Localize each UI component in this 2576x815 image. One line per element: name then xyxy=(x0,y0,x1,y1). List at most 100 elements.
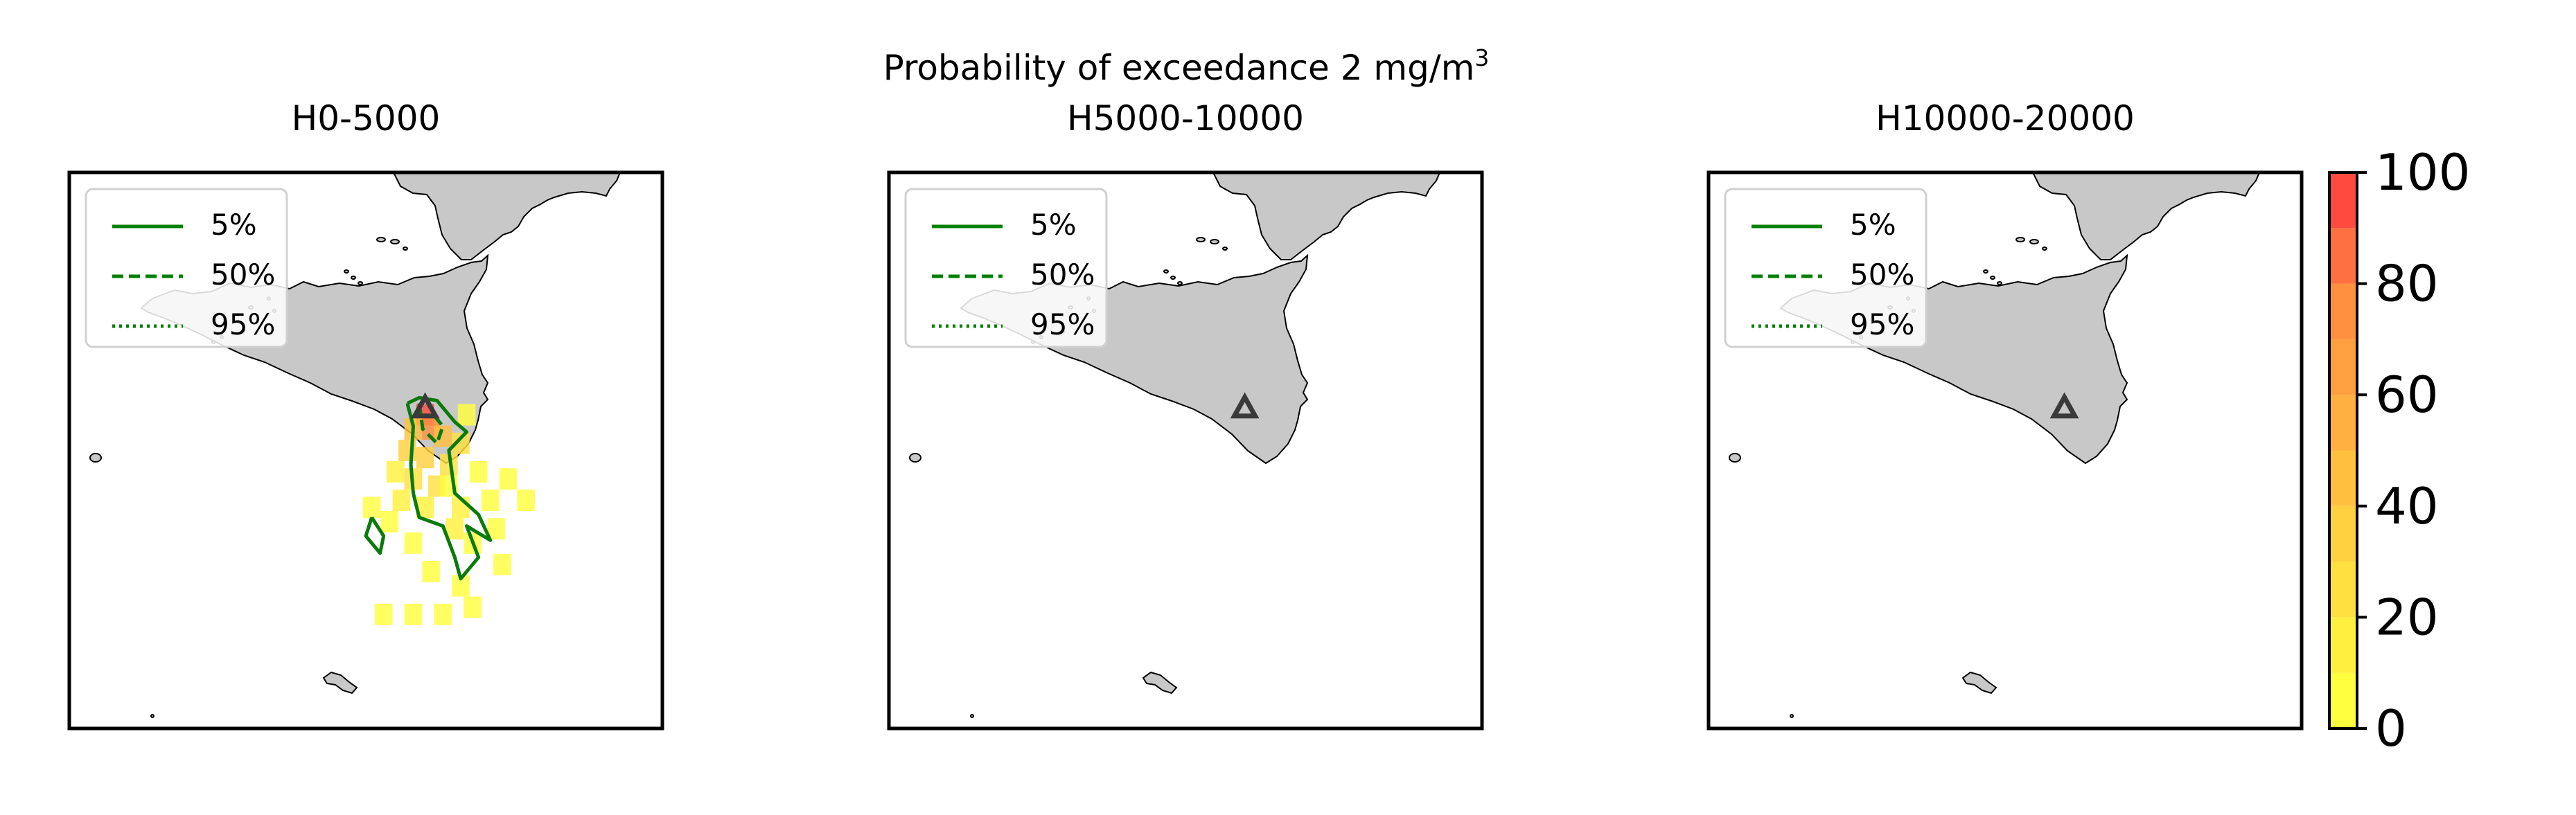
colorbar-band xyxy=(2329,672,2357,728)
vent-marker xyxy=(410,392,440,419)
probability-cells xyxy=(362,404,535,625)
colorbar-tick-label: 20 xyxy=(2375,588,2439,646)
colorbar-band xyxy=(2329,339,2357,395)
probability-cell xyxy=(469,460,488,483)
legend: 5% 50% 95% xyxy=(1724,188,1927,348)
colorbar-tick-label: 80 xyxy=(2375,255,2439,313)
vent-triangle-icon xyxy=(2049,392,2079,419)
colorbar-band xyxy=(2329,395,2357,451)
contour-lines xyxy=(364,395,493,581)
colorbar: 0 20 40 60 80 100 xyxy=(2328,143,2470,758)
probability-cell xyxy=(392,490,411,512)
islet xyxy=(1163,269,1169,274)
probability-cell xyxy=(362,496,381,519)
colorbar-tick-label: 0 xyxy=(2375,699,2407,758)
malta-landmass xyxy=(1961,671,1997,695)
islet xyxy=(2042,247,2047,251)
malta-landmass xyxy=(1142,671,1178,695)
map-panel-1: 5% 50% 95% xyxy=(67,170,664,731)
probability-cell xyxy=(493,553,511,575)
map-panel-3: 5% 50% 95% xyxy=(1706,170,2304,731)
malta-landmass xyxy=(322,671,358,695)
islet xyxy=(1196,237,1206,242)
panel-title-3: H10000-20000 xyxy=(1876,98,2135,138)
map-frame xyxy=(887,170,1484,731)
islet xyxy=(1170,276,1176,280)
suptitle-superscript: 3 xyxy=(1474,44,1489,71)
map-panel-2: 5% 50% 95% xyxy=(887,170,1484,731)
probability-cell xyxy=(445,518,464,540)
probability-cell xyxy=(457,404,476,426)
probability-cell xyxy=(434,425,452,447)
islet xyxy=(1990,276,1995,280)
probability-cell xyxy=(422,561,440,582)
islet xyxy=(1222,247,1228,251)
colorbar-band xyxy=(2329,450,2357,506)
probability-cell xyxy=(434,603,452,625)
colorbar-tick-label: 40 xyxy=(2375,477,2439,535)
probability-cell xyxy=(487,518,506,540)
probability-cell xyxy=(380,511,399,532)
legend: 5% 50% 95% xyxy=(904,188,1108,348)
legend-label-2: 50% xyxy=(211,258,275,292)
legend-box xyxy=(904,188,1108,348)
probability-cell xyxy=(499,468,518,490)
legend-label-1: 5% xyxy=(1850,208,1896,242)
islet xyxy=(150,714,155,718)
calabria-landmass xyxy=(2031,172,2261,260)
legend-box xyxy=(85,188,288,348)
islet xyxy=(2015,237,2025,242)
islet xyxy=(344,269,349,274)
islet xyxy=(1983,269,1988,274)
islet xyxy=(1177,281,1183,285)
probability-cell xyxy=(464,596,482,618)
colorbar-band xyxy=(2329,228,2357,284)
islet xyxy=(909,453,921,463)
legend-box xyxy=(1724,188,1927,348)
vent-triangle-icon xyxy=(410,392,440,419)
vent-marker xyxy=(1230,392,1260,419)
islet xyxy=(1210,239,1219,244)
islet xyxy=(390,239,400,244)
colorbar-band xyxy=(2329,172,2357,229)
legend-label-1: 5% xyxy=(211,208,257,242)
islet xyxy=(89,453,102,463)
probability-cell xyxy=(416,447,434,469)
calabria-landmass xyxy=(392,172,621,260)
probability-cell xyxy=(404,532,423,554)
probability-cell xyxy=(374,603,393,625)
map-frame xyxy=(1706,170,2304,731)
contour-line xyxy=(417,403,445,445)
probability-cell xyxy=(404,603,423,625)
calabria-landmass xyxy=(1212,172,1441,260)
colorbar-band xyxy=(2329,617,2357,673)
islet xyxy=(970,714,974,718)
panel-title-1: H0-5000 xyxy=(292,98,441,138)
legend-label-3: 95% xyxy=(211,307,275,341)
panel-title-2: H5000-10000 xyxy=(1067,98,1304,138)
colorbar-band xyxy=(2329,505,2357,562)
islet xyxy=(376,237,386,242)
colorbar-tick-label: 60 xyxy=(2375,366,2439,424)
legend-label-2: 50% xyxy=(1850,258,1914,292)
vent-triangle-icon xyxy=(1230,392,1260,419)
legend-label-2: 50% xyxy=(1030,258,1095,292)
colorbar-band xyxy=(2329,562,2357,618)
figure-suptitle: Probability of exceedance 2 mg/m3 xyxy=(883,44,1490,88)
colorbar-frame xyxy=(2328,171,2358,730)
colorbar-tick-label: 100 xyxy=(2375,143,2470,201)
islet xyxy=(351,276,356,280)
islet xyxy=(1790,714,1794,718)
probability-cell xyxy=(517,490,535,512)
islet xyxy=(1997,281,2002,285)
islet xyxy=(358,281,363,285)
map-frame xyxy=(67,170,664,731)
legend-label-3: 95% xyxy=(1030,307,1095,341)
legend: 5% 50% 95% xyxy=(85,188,288,348)
legend-label-1: 5% xyxy=(1030,208,1077,242)
probability-cell xyxy=(481,490,500,512)
contour-line xyxy=(364,516,386,555)
colorbar-band xyxy=(2329,283,2357,339)
vent-marker xyxy=(2049,392,2079,419)
